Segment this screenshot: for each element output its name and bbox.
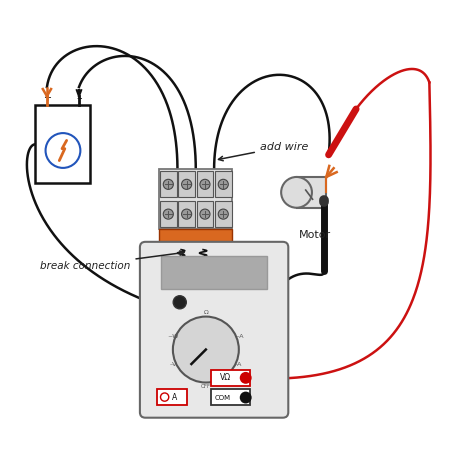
Circle shape [173,296,186,309]
Bar [178,171,195,197]
Text: add wire: add wire [219,142,308,161]
Text: –A: –A [235,361,243,366]
Bar [215,171,231,197]
Bar [36,105,91,183]
FancyBboxPatch shape [140,242,288,418]
Circle shape [150,273,210,332]
Text: A: A [172,393,177,402]
Circle shape [218,179,228,190]
Bar [159,229,232,250]
Circle shape [182,209,191,219]
Circle shape [173,316,239,382]
Bar [215,201,231,227]
Circle shape [163,179,173,190]
Circle shape [200,209,210,219]
Bar [197,201,213,227]
Text: VΩ: VΩ [219,373,231,382]
Bar [157,389,187,405]
Text: ~A: ~A [234,334,244,339]
Bar [160,201,176,227]
Text: –: – [76,93,82,103]
Text: OFF: OFF [201,384,211,389]
Circle shape [240,392,252,403]
Text: break connection: break connection [40,251,184,271]
Bar [211,370,250,386]
Text: –V: –V [169,361,177,366]
Circle shape [240,372,252,384]
Bar [162,256,267,289]
Circle shape [182,179,191,190]
Bar [211,389,250,405]
Bar [159,169,232,229]
Text: COM: COM [215,394,231,401]
Text: ~W: ~W [167,334,179,339]
Circle shape [161,393,169,401]
Bar [197,171,213,197]
Circle shape [163,209,173,219]
Bar [178,201,195,227]
Text: +: + [43,93,51,103]
Bar [297,177,326,208]
Bar [160,171,176,197]
Circle shape [200,179,210,190]
Circle shape [281,177,312,208]
Text: Ω: Ω [203,310,208,315]
Text: Motor: Motor [299,230,331,240]
Circle shape [46,133,81,168]
Circle shape [218,209,228,219]
